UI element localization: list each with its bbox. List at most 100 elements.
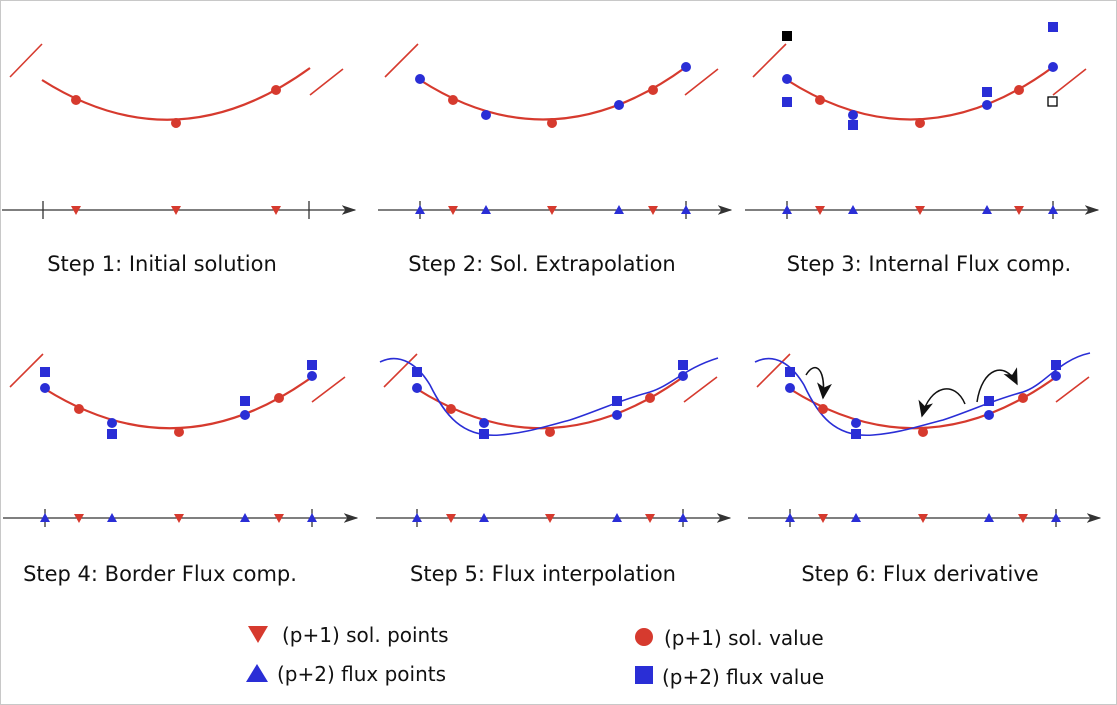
flux-value [982,87,992,97]
sol-value [1014,85,1024,95]
sol-value [915,118,925,128]
step-label: Step 2: Sol. Extrapolation [408,252,676,276]
flux-value [678,360,688,370]
flux-point [848,205,858,214]
flux-value [612,396,622,406]
sol-value [171,118,181,128]
flux-point [307,513,317,522]
flux-value [240,396,250,406]
neighbor-solution-left [756,353,791,388]
sol-value [174,427,184,437]
flux-point [40,513,50,522]
extrapolated-value [681,62,691,72]
extrapolated-value [107,418,117,428]
sol-value [448,95,458,105]
sol-point [174,514,184,523]
extrapolated-value [1048,62,1058,72]
flux-value [40,367,50,377]
neighbor-solution-right [309,68,344,96]
sol-value-legend-marker [635,628,653,646]
flux-points-legend-marker [246,664,268,682]
flux-value [851,429,861,439]
neighbor-solution-left [9,43,43,78]
sol-value [818,404,828,414]
sol-point [915,206,925,215]
extrapolated-value [614,100,624,110]
flux-point [612,513,622,522]
sol-point [545,514,555,523]
flux-point [851,513,861,522]
panel-step-6: Step 6: Flux derivative [748,352,1102,586]
flux-value [412,367,422,377]
extrapolated-value [982,100,992,110]
flux-value [782,97,792,107]
sol-value [271,85,281,95]
flux-point [412,513,422,522]
sol-point [648,206,658,215]
flux-point [107,513,117,522]
panel-step-1: Step 1: Initial solution [2,43,357,276]
panel-step-2: Step 2: Sol. Extrapolation [378,43,733,276]
extrapolated-value [785,383,795,393]
sol-value [1018,393,1028,403]
neighbor-flux-value-filled [782,31,792,41]
neighbor-solution-right [1055,376,1090,403]
flux-point [614,205,624,214]
sol-point [918,514,928,523]
solution-curve [789,376,1057,430]
extrapolated-value [851,418,861,428]
sol-point [274,514,284,523]
extrapolated-value [412,383,422,393]
neighbor-solution-right [684,68,719,96]
solution-curve [44,376,313,430]
neighbor-solution-right [683,376,718,403]
flux-value [1051,360,1061,370]
neighbor-solution-left [752,43,787,78]
flux-point [785,513,795,522]
derivative-arrow [805,367,832,400]
flux-point [678,513,688,522]
panel-step-4: Step 4: Border Flux comp. [3,353,359,586]
solution-curve [416,376,684,430]
extrapolated-value [40,383,50,393]
sol-point [818,514,828,523]
flux-value-legend-marker [635,666,653,684]
flux-value [1048,22,1058,32]
extrapolated-value [479,418,489,428]
flux-value [307,360,317,370]
panel-step-3: Step 3: Internal Flux comp. [745,22,1100,276]
flux-interpolation-curve [754,352,1091,436]
flux-point [481,205,491,214]
panel-step-5: Step 5: Flux interpolation [376,353,732,586]
solution-curve [786,66,1054,121]
extrapolated-value [612,410,622,420]
extrapolated-value [678,371,688,381]
flux-interpolation-curve [379,357,719,436]
step-label: Step 1: Initial solution [47,252,277,276]
sol-point [446,514,456,523]
flux-points-legend-label: (p+2) flux points [277,662,446,686]
sol-point [645,514,655,523]
legend: (p+1) sol. points (p+2) flux points (p+1… [246,623,824,689]
sol-value [645,393,655,403]
neighbor-solution-right [1052,68,1087,96]
flux-value [479,429,489,439]
sol-point [1018,514,1028,523]
neighbor-flux-value-empty [1047,96,1058,107]
flux-value [785,367,795,377]
sol-point [1014,206,1024,215]
neighbor-solution-right [311,376,346,403]
flux-point [782,205,792,214]
solution-curve [41,67,311,121]
extrapolated-value [848,110,858,120]
sol-points-legend-marker [248,626,268,643]
flux-value [848,120,858,130]
step-label: Step 5: Flux interpolation [410,562,676,586]
extrapolated-value [415,74,425,84]
step-label: Step 4: Border Flux comp. [23,562,297,586]
derivative-arrow [918,388,966,418]
flux-point [984,513,994,522]
flux-value [107,429,117,439]
step-label: Step 3: Internal Flux comp. [787,252,1071,276]
